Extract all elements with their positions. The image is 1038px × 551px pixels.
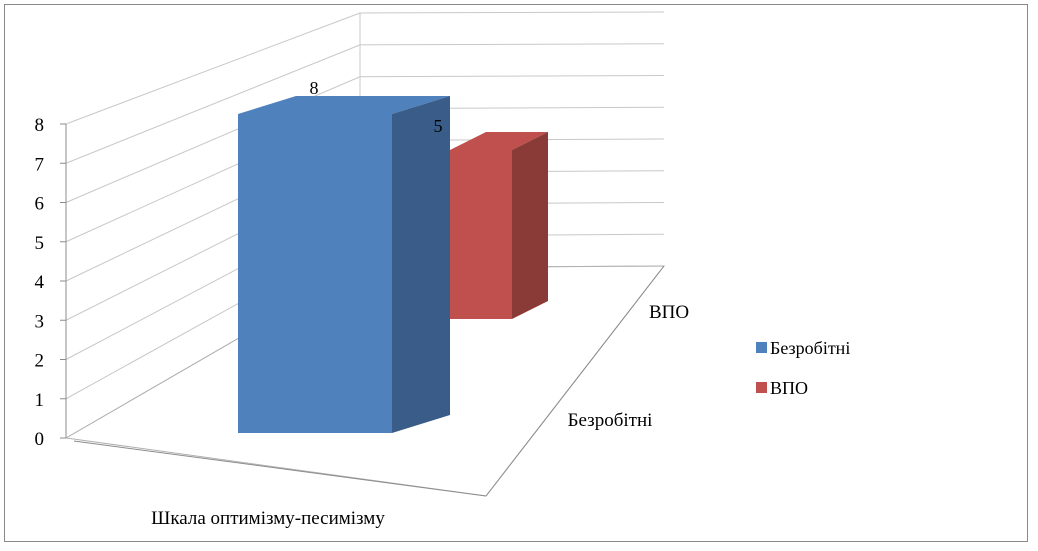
y-tick-label: 2 xyxy=(35,351,45,372)
depth-axis-line xyxy=(485,265,665,497)
y-tick-label: 4 xyxy=(35,272,45,293)
gridline-left xyxy=(65,44,361,164)
data-label: 5 xyxy=(434,116,443,136)
chart-bars xyxy=(238,96,548,433)
depth-category-label: ВПО xyxy=(649,302,689,323)
bar-top-vpo xyxy=(450,132,548,150)
y-tick-label: 0 xyxy=(35,429,45,450)
gridline-back xyxy=(359,43,665,46)
y-tick-label: 7 xyxy=(35,154,45,175)
bar-front-bezrobitni xyxy=(238,114,392,433)
gridline-back xyxy=(359,75,665,78)
chart-labels: 0 1 2 3 4 5 6 7 8 5 8 Шкала оптимізму-песимізму Безр… xyxy=(35,78,690,529)
legend: Безробітні ВПО xyxy=(756,338,850,398)
y-tick-label: 6 xyxy=(35,194,45,215)
depth-category-label: Безробітні xyxy=(568,410,653,431)
bar-side-vpo xyxy=(512,132,548,319)
data-label: 8 xyxy=(310,78,319,98)
bar-top-bezrobitni xyxy=(238,96,450,114)
legend-item-label: ВПО xyxy=(770,378,808,398)
y-tick-label: 3 xyxy=(35,311,45,332)
gridline-left xyxy=(65,12,361,125)
legend-item-label: Безробітні xyxy=(770,338,850,358)
y-tick-label: 8 xyxy=(35,115,45,136)
bar-front-vpo xyxy=(450,150,512,319)
y-tick-label: 5 xyxy=(35,233,45,254)
x-category-label: Шкала оптимізму-песимізму xyxy=(151,508,385,529)
legend-swatch xyxy=(756,342,767,353)
gridline-back xyxy=(359,11,665,14)
x-axis-line xyxy=(73,440,487,497)
legend-swatch xyxy=(756,382,767,393)
bar-side-bezrobitni xyxy=(392,96,450,433)
y-tick-label: 1 xyxy=(35,390,45,411)
